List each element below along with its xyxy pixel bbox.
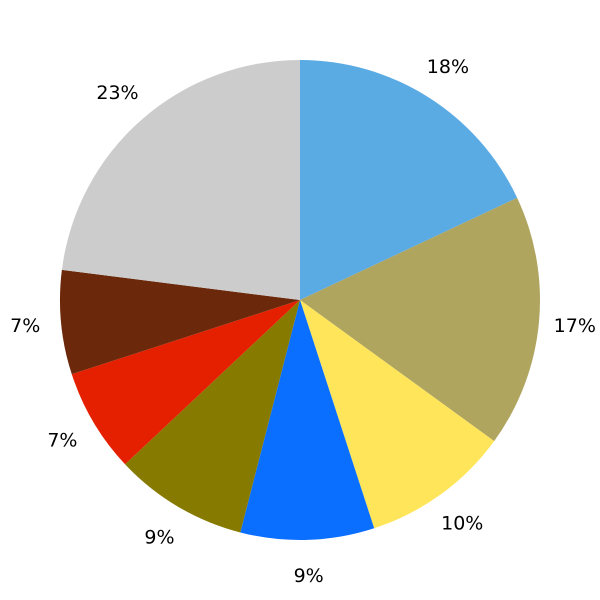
slice-label: 9% (294, 565, 324, 587)
pie-slice (125, 300, 300, 533)
slice-label: 10% (441, 512, 483, 534)
pie-slice (240, 300, 375, 540)
pie-slice (300, 197, 540, 442)
pie-slice (300, 60, 518, 300)
pie-labels: 18% 17% 10% 9% 9% 7% 7% 23% (10, 56, 596, 587)
slice-label: 18% (427, 56, 469, 78)
slice-label: 7% (10, 315, 40, 337)
slice-label: 23% (96, 82, 138, 104)
pie-slice (71, 300, 301, 465)
slice-label: 7% (47, 429, 77, 451)
pie-slices (59, 60, 540, 540)
pie-slice (59, 269, 300, 375)
slice-label: 17% (554, 315, 596, 337)
pie-slice (300, 300, 495, 529)
pie-slice (61, 60, 300, 300)
slice-label: 9% (144, 527, 174, 549)
